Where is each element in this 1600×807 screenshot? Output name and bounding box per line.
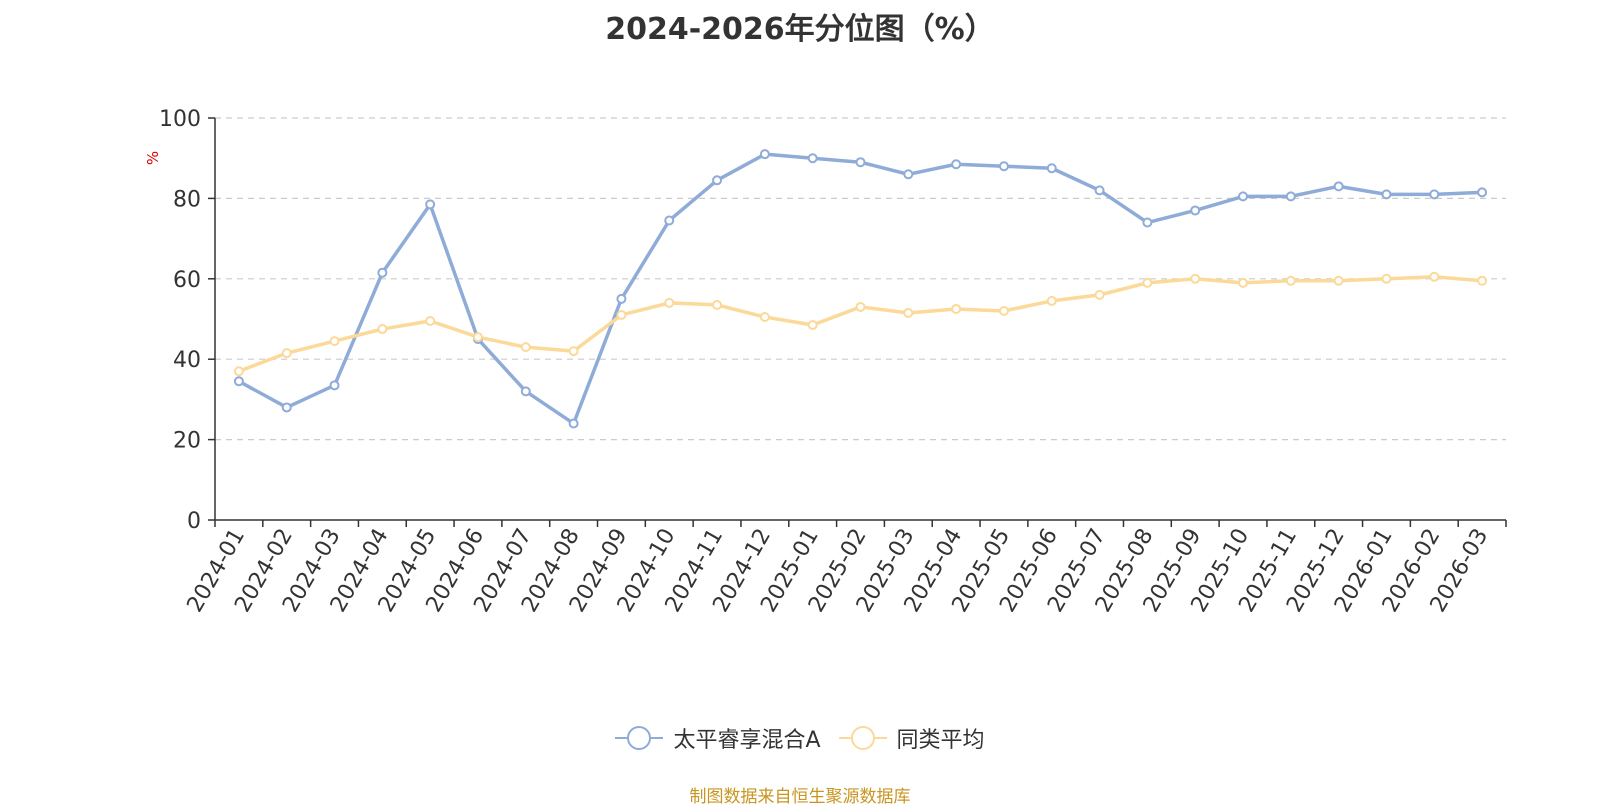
data-point[interactable] — [1142, 217, 1153, 228]
data-point[interactable] — [1190, 205, 1201, 216]
series-line-2 — [238, 275, 1483, 373]
data-point[interactable] — [1477, 275, 1488, 286]
data-point[interactable] — [759, 149, 770, 160]
data-point[interactable] — [712, 299, 723, 310]
series-lines — [238, 152, 1483, 426]
data-point[interactable] — [807, 320, 818, 331]
data-point[interactable] — [616, 309, 627, 320]
data-point[interactable] — [1238, 277, 1249, 288]
legend-marker-series-2 — [838, 726, 887, 750]
data-point[interactable] — [1285, 275, 1296, 286]
data-point[interactable] — [1333, 181, 1344, 192]
data-point[interactable] — [1285, 191, 1296, 202]
data-point[interactable] — [377, 324, 388, 335]
data-point[interactable] — [1477, 187, 1488, 198]
data-point[interactable] — [1094, 289, 1105, 300]
y-tick-label: 20 — [173, 429, 201, 454]
data-point[interactable] — [998, 161, 1009, 172]
y-axis-label: % — [144, 151, 162, 165]
data-point[interactable] — [712, 175, 723, 186]
data-point[interactable] — [281, 348, 292, 359]
data-point[interactable] — [233, 366, 244, 377]
data-point[interactable] — [998, 305, 1009, 316]
data-point[interactable] — [855, 301, 866, 312]
data-point[interactable] — [664, 215, 675, 226]
chart-title: 2024-2026年分位图（%） — [605, 12, 995, 47]
data-point[interactable] — [951, 159, 962, 170]
data-point[interactable] — [425, 316, 436, 327]
legend-label-series-1: 太平睿享混合A — [673, 728, 821, 753]
data-point[interactable] — [1429, 189, 1440, 200]
data-point[interactable] — [1238, 191, 1249, 202]
data-point[interactable] — [903, 307, 914, 318]
data-point[interactable] — [568, 418, 579, 429]
data-point[interactable] — [1381, 273, 1392, 284]
data-point[interactable] — [1333, 275, 1344, 286]
data-point[interactable] — [472, 332, 483, 343]
data-point[interactable] — [903, 169, 914, 180]
data-point[interactable] — [568, 346, 579, 357]
y-tick-label: 0 — [187, 509, 201, 534]
data-point[interactable] — [855, 157, 866, 168]
data-point[interactable] — [329, 380, 340, 391]
data-point[interactable] — [759, 311, 770, 322]
data-point[interactable] — [329, 336, 340, 347]
legend-marker-series-1 — [615, 726, 664, 750]
legend-label-series-2: 同类平均 — [896, 728, 985, 753]
y-tick-label: 80 — [173, 187, 201, 212]
data-point[interactable] — [1381, 189, 1392, 200]
legend-item-series-2[interactable]: 同类平均 — [838, 722, 985, 754]
data-point[interactable] — [520, 342, 531, 353]
data-point[interactable] — [1429, 271, 1440, 282]
data-point[interactable] — [1046, 163, 1057, 174]
axes: 020406080100%2024-012024-022024-032024-0… — [144, 107, 1507, 617]
data-point[interactable] — [1190, 273, 1201, 284]
y-tick-label: 60 — [173, 268, 201, 293]
y-tick-label: 100 — [159, 107, 201, 132]
data-point[interactable] — [951, 303, 962, 314]
data-point[interactable] — [807, 153, 818, 164]
data-point[interactable] — [377, 267, 388, 278]
data-point[interactable] — [233, 376, 244, 387]
data-point[interactable] — [1094, 185, 1105, 196]
series-points — [233, 149, 1488, 429]
legend-item-series-1[interactable]: 太平睿享混合A — [615, 722, 821, 754]
data-point[interactable] — [520, 386, 531, 397]
data-point[interactable] — [1142, 277, 1153, 288]
data-point[interactable] — [1046, 295, 1057, 306]
y-tick-label: 40 — [173, 348, 201, 373]
series-line-1 — [238, 152, 1483, 426]
data-point[interactable] — [664, 297, 675, 308]
legend: 太平睿享混合A 同类平均 — [0, 722, 1600, 754]
data-source-note: 制图数据来自恒生聚源数据库 — [689, 787, 911, 807]
data-point[interactable] — [281, 402, 292, 413]
data-point[interactable] — [425, 199, 436, 210]
data-point[interactable] — [616, 293, 627, 304]
